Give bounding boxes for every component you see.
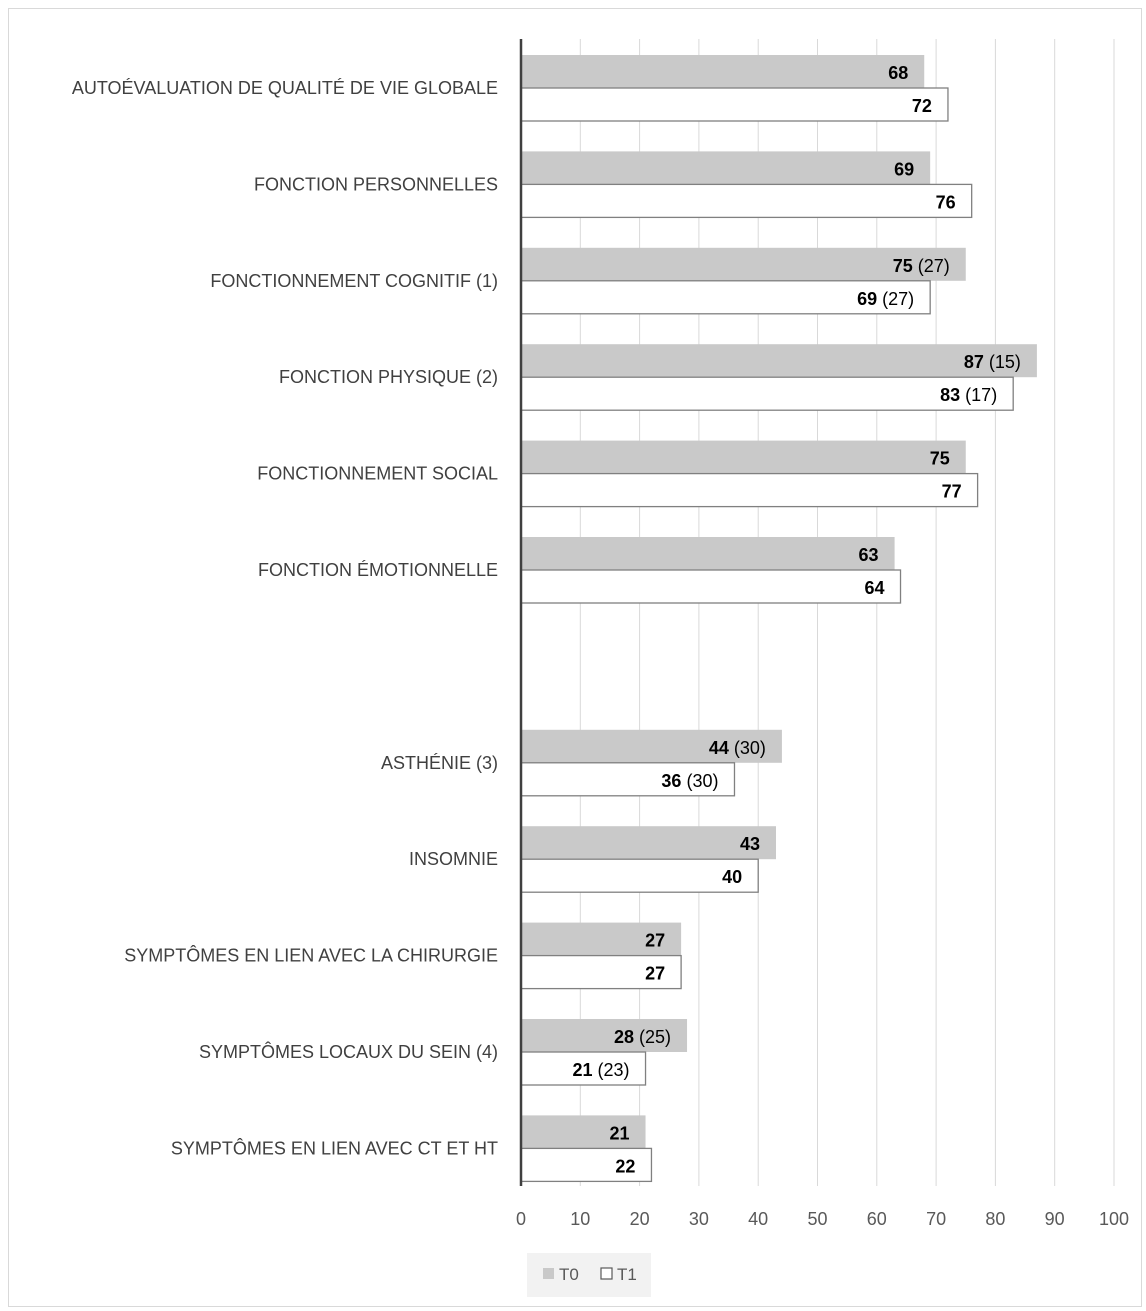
value-label-t0-10: 28 (25) [614,1027,671,1047]
value-label-t1-1: 76 [936,192,956,212]
chart-frame: AUTOÉVALUATION DE QUALITÉ DE VIE GLOBALE… [8,8,1142,1307]
legend: T0 T1 [527,1253,651,1297]
bar-t1-8 [520,858,759,893]
legend-label-t1: T1 [617,1265,637,1284]
category-labels: AUTOÉVALUATION DE QUALITÉ DE VIE GLOBALE… [72,78,498,1158]
bar-t0-0 [521,55,925,88]
value-label-t1-2: 69 (27) [857,289,914,309]
category-label-7: ASTHÉNIE (3) [381,753,498,773]
value-label-t0-1: 69 [894,159,914,179]
bar-t1-2 [520,280,931,315]
bar-t0-8 [521,826,776,860]
bar-t1-4 [520,472,979,508]
category-label-5: FONCTION ÉMOTIONNELLE [258,560,498,580]
bar-t1-1 [520,183,973,219]
bar-t0-1 [521,151,931,185]
value-label-t0-11: 21 [609,1123,629,1143]
x-tick-label-40: 40 [748,1209,768,1229]
value-label-t0-3: 87 (15) [964,352,1021,372]
x-tick-label-70: 70 [926,1209,946,1229]
value-label-t1-7: 36 (30) [661,771,718,791]
bar-t0-5 [521,537,895,570]
value-label-t1-8: 40 [722,867,742,887]
value-label-t0-2: 75 (27) [893,256,950,276]
value-label-t0-7: 44 (30) [709,738,766,758]
bar-t1-7 [520,762,736,797]
bar-t0-9 [521,922,682,956]
x-tick-label-100: 100 [1099,1209,1129,1229]
bars [520,55,1037,1183]
value-label-t1-0: 72 [912,96,932,116]
x-tick-label-60: 60 [867,1209,887,1229]
x-tick-label-10: 10 [570,1209,590,1229]
bar-t0-4 [521,440,966,474]
value-label-t0-9: 27 [645,931,665,951]
hbar-chart: AUTOÉVALUATION DE QUALITÉ DE VIE GLOBALE… [72,39,1129,1297]
category-label-2: FONCTIONNEMENT COGNITIF (1) [210,271,498,291]
x-tick-label-90: 90 [1045,1209,1065,1229]
bar-t1-9 [520,954,682,990]
value-label-t1-5: 64 [864,578,884,598]
bar-t1-11 [520,1147,653,1183]
legend-swatch-t1 [600,1267,613,1280]
category-label-9: SYMPTÔMES EN LIEN AVEC LA CHIRURGIE [124,945,498,966]
category-label-1: FONCTION PERSONNELLES [254,174,498,194]
category-label-0: AUTOÉVALUATION DE QUALITÉ DE VIE GLOBALE [72,78,498,98]
value-label-t0-0: 68 [888,63,908,83]
category-label-10: SYMPTÔMES LOCAUX DU SEIN (4) [199,1041,498,1062]
bar-t0-2 [521,247,966,281]
x-tick-label-50: 50 [807,1209,827,1229]
value-label-t0-5: 63 [859,545,879,565]
value-label-t1-3: 83 (17) [940,385,997,405]
x-tick-label-30: 30 [689,1209,709,1229]
value-label-t1-10: 21 (23) [572,1060,629,1080]
legend-swatch-t0 [543,1268,554,1279]
x-tick-label-80: 80 [985,1209,1005,1229]
gridlines [579,39,1115,1186]
category-label-3: FONCTION PHYSIQUE (2) [279,367,498,387]
bar-t1-0 [520,87,949,122]
bar-t0-10 [521,1019,688,1052]
legend-label-t0: T0 [559,1265,579,1284]
x-tick-label-20: 20 [630,1209,650,1229]
value-label-t0-8: 43 [740,834,760,854]
value-label-t1-4: 77 [942,482,962,502]
bar-t1-3 [520,376,1014,411]
bar-t0-11 [521,1115,646,1149]
value-label-t1-11: 22 [615,1156,635,1176]
bar-t0-3 [521,344,1037,378]
bar-t0-7 [521,729,782,763]
value-label-t0-4: 75 [930,449,950,469]
x-tick-label-0: 0 [516,1209,526,1229]
x-axis-ticks: 0 10 20 30 40 50 60 70 80 90 100 [516,1209,1129,1229]
category-label-4: FONCTIONNEMENT SOCIAL [257,464,498,484]
category-label-8: INSOMNIE [409,849,498,869]
value-label-t1-9: 27 [645,964,665,984]
bar-t1-5 [520,569,902,604]
category-label-11: SYMPTÔMES EN LIEN AVEC CT ET HT [171,1137,498,1158]
